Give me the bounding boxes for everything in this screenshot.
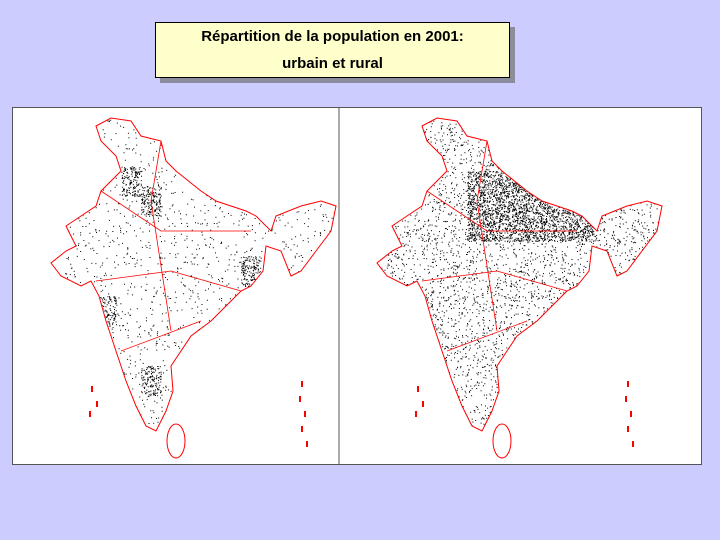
map-urbain (50, 117, 337, 459)
island (299, 396, 301, 402)
island (630, 411, 632, 417)
state-border (150, 140, 172, 332)
slide-title-line2: urbain et rural (282, 55, 383, 72)
island (304, 411, 306, 417)
state-border (95, 270, 242, 292)
island (415, 411, 417, 417)
island (89, 411, 91, 417)
state-border (446, 320, 528, 352)
maps-panel (12, 107, 702, 465)
india-outline (376, 117, 663, 432)
population-maps (50, 108, 663, 464)
state-border (421, 270, 568, 292)
state-border (120, 320, 202, 352)
island (306, 441, 308, 447)
island (301, 426, 303, 432)
slide-title-box: Répartition de la population en 2001: ur… (155, 22, 510, 78)
island (632, 441, 634, 447)
map-rural (376, 117, 663, 459)
state-border (476, 140, 498, 332)
island (627, 426, 629, 432)
island (422, 401, 424, 407)
island (625, 396, 627, 402)
state-border (426, 190, 577, 232)
island (301, 381, 303, 387)
india-outline (50, 117, 337, 432)
state-border (100, 190, 251, 232)
island (417, 386, 419, 392)
slide-title-line1: Répartition de la population en 2001: (201, 28, 464, 45)
sri-lanka-outline (492, 423, 512, 459)
island (96, 401, 98, 407)
island (91, 386, 93, 392)
island (627, 381, 629, 387)
sri-lanka-outline (166, 423, 186, 459)
